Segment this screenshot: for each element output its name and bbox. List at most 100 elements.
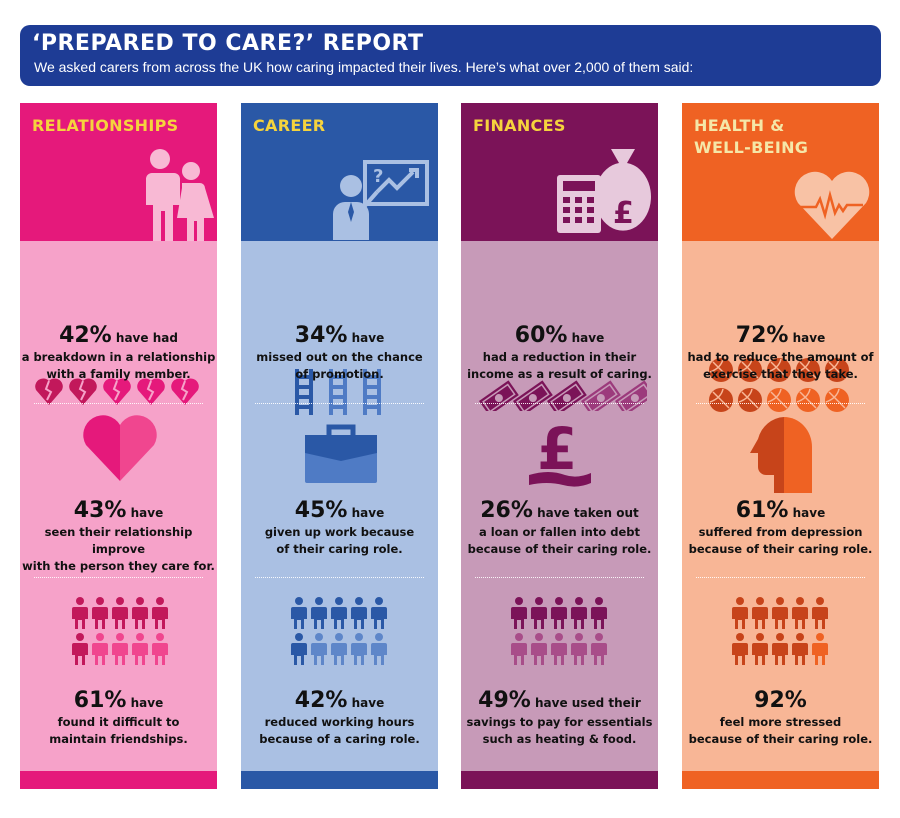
person-figure [132, 597, 148, 629]
person-figure [351, 597, 367, 629]
column-title: RELATIONSHIPS [32, 116, 179, 135]
stat-line: such as heating & food. [482, 732, 637, 746]
ladders-icon [295, 369, 381, 415]
divider [696, 577, 865, 578]
couple-icon [146, 149, 214, 241]
stat-line: savings to pay for essentials [466, 715, 653, 729]
stat-suffix: have taken out [532, 506, 639, 520]
stat-percent: 61% [73, 688, 127, 713]
person-figure [311, 633, 327, 665]
person-figure [732, 597, 748, 629]
stat-line: maintain friendships. [49, 732, 188, 746]
person-figure [551, 633, 567, 665]
person-figure [792, 633, 808, 665]
column-header: HEALTH & WELL-BEING [682, 103, 879, 241]
person-figure [291, 597, 307, 629]
column-title: HEALTH & WELL-BEING [694, 116, 809, 157]
stat-line: of promotion. [295, 367, 384, 381]
person-figure [132, 633, 148, 665]
column-finances: FINANCES £ 60% have [461, 103, 658, 789]
stat-block: 49% have used their savings to pay for e… [461, 688, 658, 748]
pound-icon: £ [529, 417, 591, 487]
stat-block: 92% feel more stressed because of their … [682, 688, 879, 748]
person-figure [732, 633, 748, 665]
stat-percent: 42% [294, 688, 348, 713]
person-figure [112, 597, 128, 629]
stat-line: given up work because [264, 525, 415, 539]
stat-block: 60% have had a reduction in their income… [461, 323, 658, 383]
column-footer [20, 771, 217, 789]
people-icon [291, 597, 387, 665]
stat-line: found it difficult to [57, 715, 180, 729]
heart-icon [83, 415, 157, 481]
divider [696, 403, 865, 404]
stat-line: seen their relationship improve [44, 525, 193, 556]
stat-block: 42% have had a breakdown in a relationsh… [20, 323, 217, 383]
divider [255, 577, 424, 578]
person-figure [511, 597, 527, 629]
stat-suffix: have used their [530, 696, 641, 710]
person-figure [511, 633, 527, 665]
banknotes-icon [479, 380, 647, 411]
column-body [682, 241, 879, 771]
person-figure [371, 633, 387, 665]
report-title: ‘PREPARED TO CARE?’ REPORT [32, 31, 424, 56]
person-figure [792, 597, 808, 629]
heartbeat-icon [794, 171, 870, 239]
column-health: HEALTH & WELL-BEING 72% have had to redu… [682, 103, 879, 789]
people-icon [72, 597, 168, 665]
stat-line: had a reduction in their [482, 350, 637, 364]
person-figure [571, 597, 587, 629]
stat-block: 34% have missed out on the chance of pro… [241, 323, 438, 383]
person-figure [812, 633, 828, 665]
column-title: FINANCES [473, 116, 566, 135]
stat-line: income as a result of caring. [467, 367, 652, 381]
stat-line: because of their caring role. [688, 732, 873, 746]
stat-suffix: have [347, 696, 385, 710]
column-footer [241, 771, 438, 789]
stat-block: 42% have reduced working hours because o… [241, 688, 438, 748]
person-figure [291, 633, 307, 665]
divider [475, 577, 644, 578]
person-figure [571, 633, 587, 665]
person-figure [92, 633, 108, 665]
column-career: CAREER ? 34% have missed out on the cha [241, 103, 438, 789]
person-figure [152, 597, 168, 629]
column-body [241, 241, 438, 771]
stat-line: with the person they care for. [22, 559, 215, 573]
report-banner: ‘PREPARED TO CARE?’ REPORT We asked care… [20, 25, 881, 86]
stat-percent: 92% [754, 688, 807, 713]
person-figure [591, 597, 607, 629]
stat-line: of their caring role. [276, 542, 403, 556]
stat-block: 26% have taken out a loan or fallen into… [461, 498, 658, 558]
stat-line: a loan or fallen into debt [478, 525, 641, 539]
person-figure [92, 597, 108, 629]
balls-icon [709, 358, 849, 412]
stat-line: exercise that they take. [703, 367, 858, 381]
person-figure [112, 633, 128, 665]
stat-percent: 49% [478, 688, 531, 713]
column-footer [682, 771, 879, 789]
stat-suffix: have [788, 331, 826, 345]
person-figure [152, 633, 168, 665]
stat-block: 61% have found it difficult to maintain … [20, 688, 217, 748]
person-figure [551, 597, 567, 629]
person-figure [591, 633, 607, 665]
stat-percent: 42% [59, 323, 112, 348]
divider [34, 403, 203, 404]
stat-percent: 72% [735, 323, 789, 348]
stat-block: 72% have had to reduce the amount of exe… [682, 323, 879, 383]
svg-text:£: £ [613, 196, 634, 231]
column-body [461, 241, 658, 771]
stat-percent: 45% [294, 498, 348, 523]
column-relationships: RELATIONSHIPS 42% have had a breakdown i… [20, 103, 217, 789]
stat-percent: 61% [735, 498, 789, 523]
svg-text:?: ? [373, 166, 383, 187]
column-header: FINANCES £ [461, 103, 658, 241]
presentation-icon: ? [333, 160, 429, 240]
stat-block: 61% have suffered from depression becaus… [682, 498, 879, 558]
stat-percent: 26% [480, 498, 533, 523]
stat-line: because of their caring role. [467, 542, 652, 556]
person-figure [812, 597, 828, 629]
column-header: RELATIONSHIPS [20, 103, 217, 241]
